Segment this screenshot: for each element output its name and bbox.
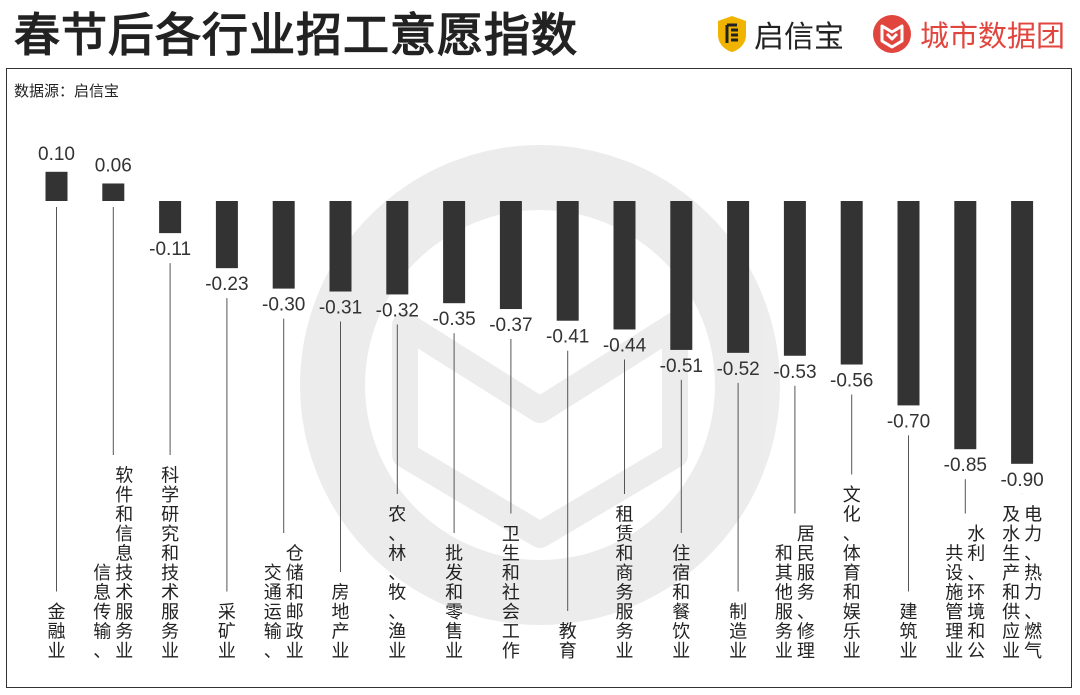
value-label-17: -0.90 (1000, 470, 1043, 491)
bar-5 (329, 201, 352, 292)
bar-3 (215, 201, 238, 269)
bar-8 (499, 201, 522, 310)
value-label-14: -0.56 (830, 371, 873, 392)
value-label-15: -0.70 (887, 411, 930, 432)
bar-10 (613, 201, 636, 330)
category-label-14-col-0: 文化、体育和娱乐业 (843, 485, 861, 662)
category-label-16-col-0: 共设施管理业 (945, 544, 963, 663)
value-label-2: -0.11 (149, 239, 191, 260)
city-data-group-logo-icon (873, 15, 911, 53)
bar-12 (727, 201, 750, 353)
category-label-13-col-1: 居民服务、修理 (797, 524, 815, 662)
category-label-3-col-0: 采矿业 (218, 602, 236, 662)
bar-13 (783, 201, 806, 356)
bar-15 (897, 201, 920, 406)
chart-frame (6, 68, 1072, 688)
watermark-logo (300, 145, 780, 625)
category-label-10-col-0: 租赁和商务服务业 (616, 505, 634, 663)
value-label-7: -0.35 (432, 309, 475, 330)
category-label-11-col-0: 住宿和餐饮业 (672, 544, 690, 663)
value-label-11: -0.51 (660, 356, 703, 377)
value-label-5: -0.31 (319, 298, 362, 319)
chart-title: 春节后各行业招工意愿指数 (14, 8, 578, 62)
qixinbao-shield-icon (718, 16, 746, 52)
value-label-10: -0.44 (603, 335, 647, 356)
bar-16 (954, 201, 977, 450)
category-label-1-col-0: 信息传输、 (93, 563, 111, 662)
bar-9 (556, 201, 579, 321)
brand-city-data-group: 城市数据团 (872, 14, 1065, 54)
value-label-8: -0.37 (489, 315, 532, 336)
bar-4 (272, 201, 295, 289)
category-label-15-col-0: 建筑业 (900, 602, 918, 662)
category-label-4-col-1: 仓储和邮政业 (286, 544, 304, 663)
value-label-1: 0.06 (95, 155, 132, 176)
category-label-4-col-0: 交通运输、 (264, 563, 282, 662)
category-label-17-col-1: 电力、热力、燃气 (1024, 505, 1042, 663)
value-label-0: 0.10 (38, 144, 75, 165)
category-label-13-col-0: 和其他服务业 (775, 544, 793, 663)
category-label-17-col-0: 及水生产和供应业 (1002, 505, 1020, 663)
value-label-6: -0.32 (376, 300, 419, 321)
brand-city-data-group-name: 城市数据团 (920, 19, 1066, 53)
data-source-note: 数据源：启信宝 (14, 82, 120, 100)
category-label-7-col-0: 批发和零售业 (445, 544, 463, 663)
value-label-13: -0.53 (773, 362, 816, 383)
bar-2 (159, 201, 182, 234)
category-label-6-col-0: 农、林、牧、渔业 (388, 505, 406, 663)
value-label-12: -0.52 (716, 359, 759, 380)
category-label-8-col-0: 卫生和社会工作 (502, 524, 520, 662)
category-label-12-col-0: 制造业 (729, 602, 747, 662)
category-label-5-col-0: 房地产业 (332, 583, 350, 663)
category-label-9-col-0: 教育 (559, 622, 577, 663)
value-label-16: -0.85 (944, 455, 987, 476)
brand-qixinbao: 启信宝 (716, 14, 844, 55)
brand-qixinbao-name: 启信宝 (754, 20, 844, 55)
bar-1 (102, 183, 125, 201)
category-label-1-col-1: 软件和信息技术服务业 (115, 466, 133, 663)
bar-17 (1011, 201, 1034, 464)
value-label-4: -0.30 (262, 295, 305, 316)
bar-14 (840, 201, 863, 365)
bar-6 (386, 201, 409, 295)
bar-11 (670, 201, 693, 350)
bar-0 (45, 171, 68, 201)
category-label-16-col-1: 水利、环境和公 (967, 524, 985, 662)
category-label-0-col-0: 金融业 (48, 602, 66, 662)
value-label-3: -0.23 (205, 274, 248, 295)
bar-7 (443, 201, 466, 304)
value-label-9: -0.41 (546, 327, 589, 348)
category-label-2-col-0: 科学研究和技术服务业 (161, 466, 179, 663)
